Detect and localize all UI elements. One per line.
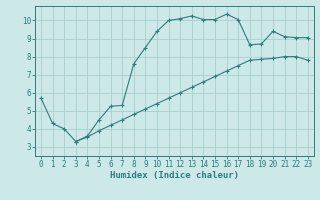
X-axis label: Humidex (Indice chaleur): Humidex (Indice chaleur) xyxy=(110,171,239,180)
